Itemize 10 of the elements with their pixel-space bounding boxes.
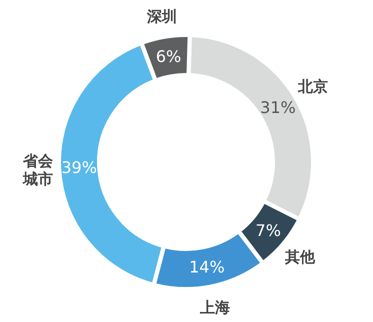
slice-label: 省会城市 — [22, 152, 54, 188]
data-label: 7% — [256, 221, 281, 240]
data-label: 6% — [156, 47, 182, 66]
slice-label: 上海 — [198, 298, 230, 316]
data-label: 14% — [189, 258, 225, 277]
slice-label: 其他 — [284, 248, 316, 266]
slice-label: 深圳 — [146, 7, 177, 26]
data-label: 39% — [61, 158, 97, 178]
data-label: 31% — [260, 98, 296, 117]
slice-label: 北京 — [297, 78, 328, 96]
